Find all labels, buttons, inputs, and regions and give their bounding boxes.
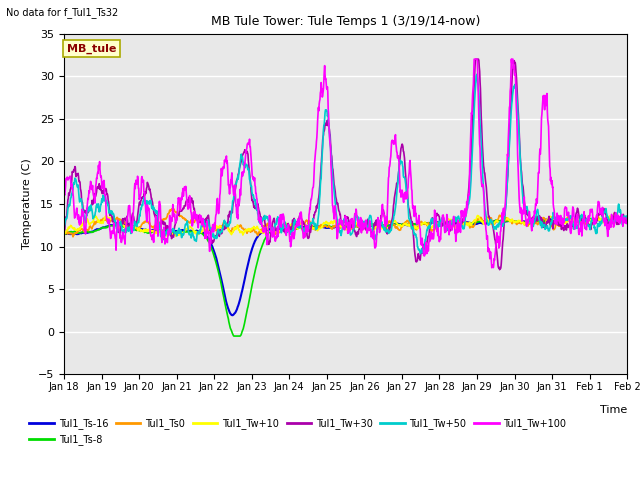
Y-axis label: Temperature (C): Temperature (C) <box>22 158 33 250</box>
Text: Time: Time <box>600 405 627 415</box>
Title: MB Tule Tower: Tule Temps 1 (3/19/14-now): MB Tule Tower: Tule Temps 1 (3/19/14-now… <box>211 15 480 28</box>
Legend: Tul1_Ts-16, Tul1_Ts-8, Tul1_Ts0, Tul1_Tw+10, Tul1_Tw+30, Tul1_Tw+50, Tul1_Tw+100: Tul1_Ts-16, Tul1_Ts-8, Tul1_Ts0, Tul1_Tw… <box>29 419 566 445</box>
Text: MB_tule: MB_tule <box>67 44 116 54</box>
Text: No data for f_Tul1_Ts32: No data for f_Tul1_Ts32 <box>6 7 118 18</box>
